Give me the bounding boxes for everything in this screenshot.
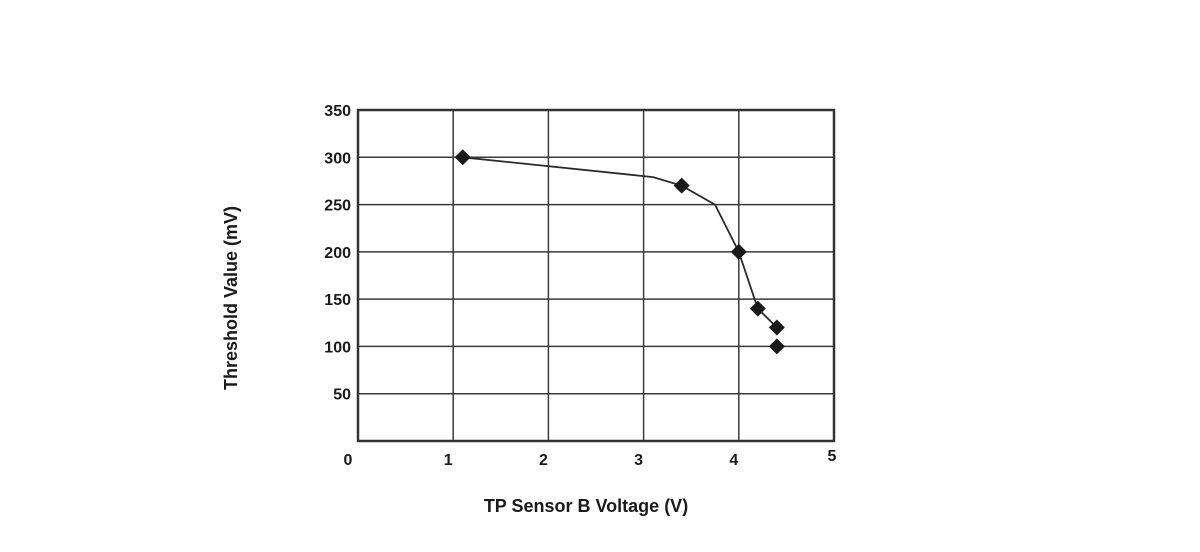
y-tick-label: 350	[324, 103, 351, 120]
x-tick-label: 4	[729, 452, 738, 469]
x-tick-label: 3	[634, 452, 643, 469]
y-tick-label: 200	[324, 245, 351, 262]
y-tick-label: 250	[324, 198, 351, 215]
data-point-marker	[673, 177, 690, 194]
data-markers	[454, 149, 785, 355]
plot-frame	[356, 108, 836, 443]
y-axis-ticks: 50 100 150 200 250 300 350	[324, 103, 351, 404]
y-tick-label: 150	[324, 292, 351, 309]
x-axis-ticks: 1 2 3 4 5	[444, 448, 837, 469]
data-point-marker	[730, 243, 747, 260]
x-tick-label: 1	[444, 452, 453, 469]
origin-tick-label: 0	[344, 452, 353, 469]
x-tick-label: 2	[539, 452, 548, 469]
data-point-marker	[768, 319, 785, 336]
data-point-marker	[749, 300, 766, 317]
y-tick-label: 300	[324, 150, 351, 167]
x-axis-title: TP Sensor B Voltage (V)	[484, 496, 688, 516]
data-point-marker	[768, 338, 785, 355]
y-axis-title: Threshold Value (mV)	[221, 206, 241, 390]
y-tick-label: 50	[333, 387, 351, 404]
grid-lines	[358, 110, 834, 441]
x-tick-label: 5	[828, 448, 837, 465]
data-point-marker	[454, 149, 471, 166]
y-tick-label: 100	[324, 339, 351, 356]
series-line	[462, 156, 778, 329]
